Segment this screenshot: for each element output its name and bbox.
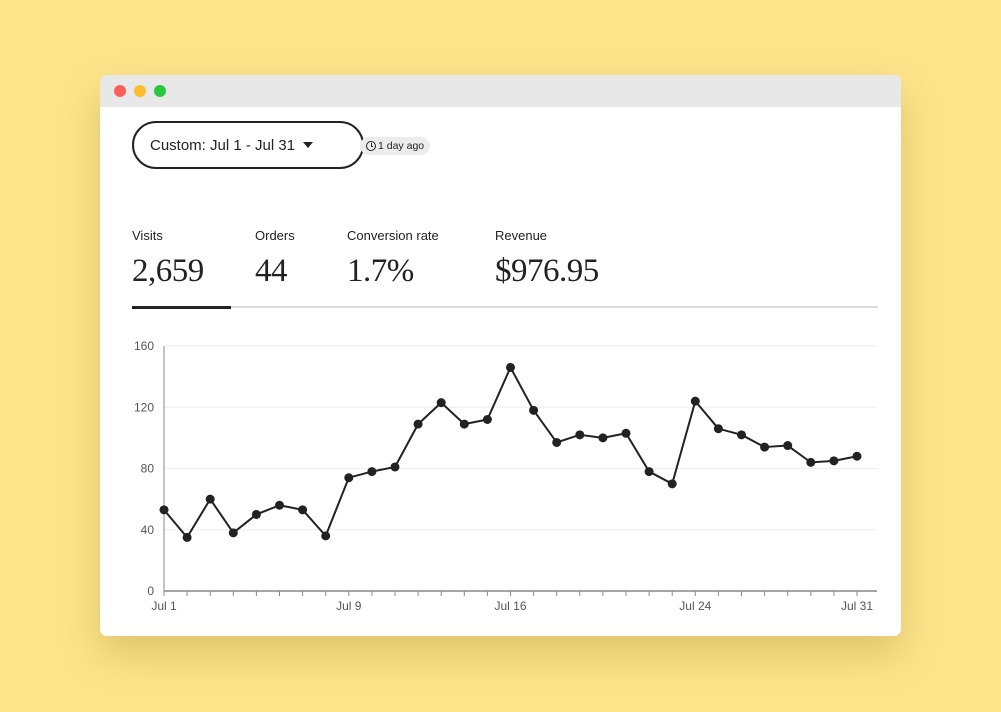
data-point <box>552 437 562 447</box>
maximize-window-button[interactable] <box>154 85 166 97</box>
date-range-label: Custom: Jul 1 - Jul 31 <box>150 136 296 154</box>
data-point <box>621 428 631 438</box>
stat-value: 1.7% <box>347 253 414 289</box>
data-point <box>737 430 746 440</box>
stat-tab-visits[interactable]: Visits 2,659 <box>132 228 204 290</box>
app-window: Custom: Jul 1 - Jul 31 1 day ago Visits … <box>100 75 901 636</box>
data-point <box>529 405 539 415</box>
y-tick-label: 80 <box>141 462 155 476</box>
data-point <box>829 456 839 466</box>
data-point <box>205 494 215 504</box>
last-updated-badge: 1 day ago <box>360 137 431 155</box>
stat-value: $976.95 <box>495 253 599 289</box>
x-tick-label: Jul 16 <box>494 599 526 613</box>
stat-value: 2,659 <box>132 253 204 289</box>
data-point <box>298 505 308 515</box>
data-point <box>251 509 261 519</box>
data-point <box>390 462 400 472</box>
data-point <box>182 532 192 542</box>
data-point <box>575 430 585 440</box>
data-point <box>783 441 793 451</box>
active-tab-indicator <box>132 306 231 309</box>
y-tick-label: 160 <box>134 339 154 353</box>
data-point <box>482 415 492 424</box>
last-updated-text: 1 day ago <box>378 140 425 152</box>
stat-tab-orders[interactable]: Orders 44 <box>255 228 295 290</box>
title-bar <box>100 75 901 107</box>
data-point <box>367 467 377 477</box>
data-point <box>159 505 169 515</box>
series-line <box>163 366 858 539</box>
date-range-dropdown[interactable]: Custom: Jul 1 - Jul 31 <box>132 121 364 169</box>
close-window-button[interactable] <box>114 85 126 97</box>
data-point <box>506 362 515 372</box>
data-point <box>459 419 469 429</box>
data-point <box>806 457 816 467</box>
x-tick-label: Jul 9 <box>336 599 362 613</box>
data-point <box>852 451 862 461</box>
data-point <box>644 467 654 477</box>
y-tick-label: 120 <box>134 400 154 414</box>
clock-icon <box>366 141 376 151</box>
data-point <box>228 528 238 538</box>
data-point <box>413 419 423 429</box>
stat-tab-revenue[interactable]: Revenue $976.95 <box>495 228 599 290</box>
tab-divider <box>132 306 878 308</box>
stat-label: Revenue <box>495 228 548 243</box>
y-tick-label: 40 <box>141 523 155 537</box>
stat-label: Visits <box>132 228 163 243</box>
caret-down-icon <box>303 142 314 148</box>
visits-line-chart: 0 40 80 120 160 Jul 1 Jul 9 Jul 16 Jul 24 Jul 31 <box>134 339 877 613</box>
x-tick-label: Jul 24 <box>679 599 711 613</box>
data-point <box>436 398 446 408</box>
data-point <box>344 473 354 483</box>
data-point <box>690 396 700 406</box>
data-point <box>760 442 770 452</box>
data-point <box>598 433 608 443</box>
stat-label: Orders <box>255 228 295 243</box>
x-tick-label: Jul 1 <box>151 599 177 613</box>
data-point <box>321 531 331 541</box>
data-point <box>667 479 677 489</box>
y-tick-label: 0 <box>147 584 154 598</box>
x-tick-label: Jul 31 <box>841 599 873 613</box>
data-point <box>275 500 284 510</box>
stat-tab-conversion-rate[interactable]: Conversion rate 1.7% <box>347 228 439 290</box>
stat-value: 44 <box>255 253 287 289</box>
data-point <box>713 424 723 434</box>
minimize-window-button[interactable] <box>134 85 146 97</box>
stat-label: Conversion rate <box>347 228 439 243</box>
